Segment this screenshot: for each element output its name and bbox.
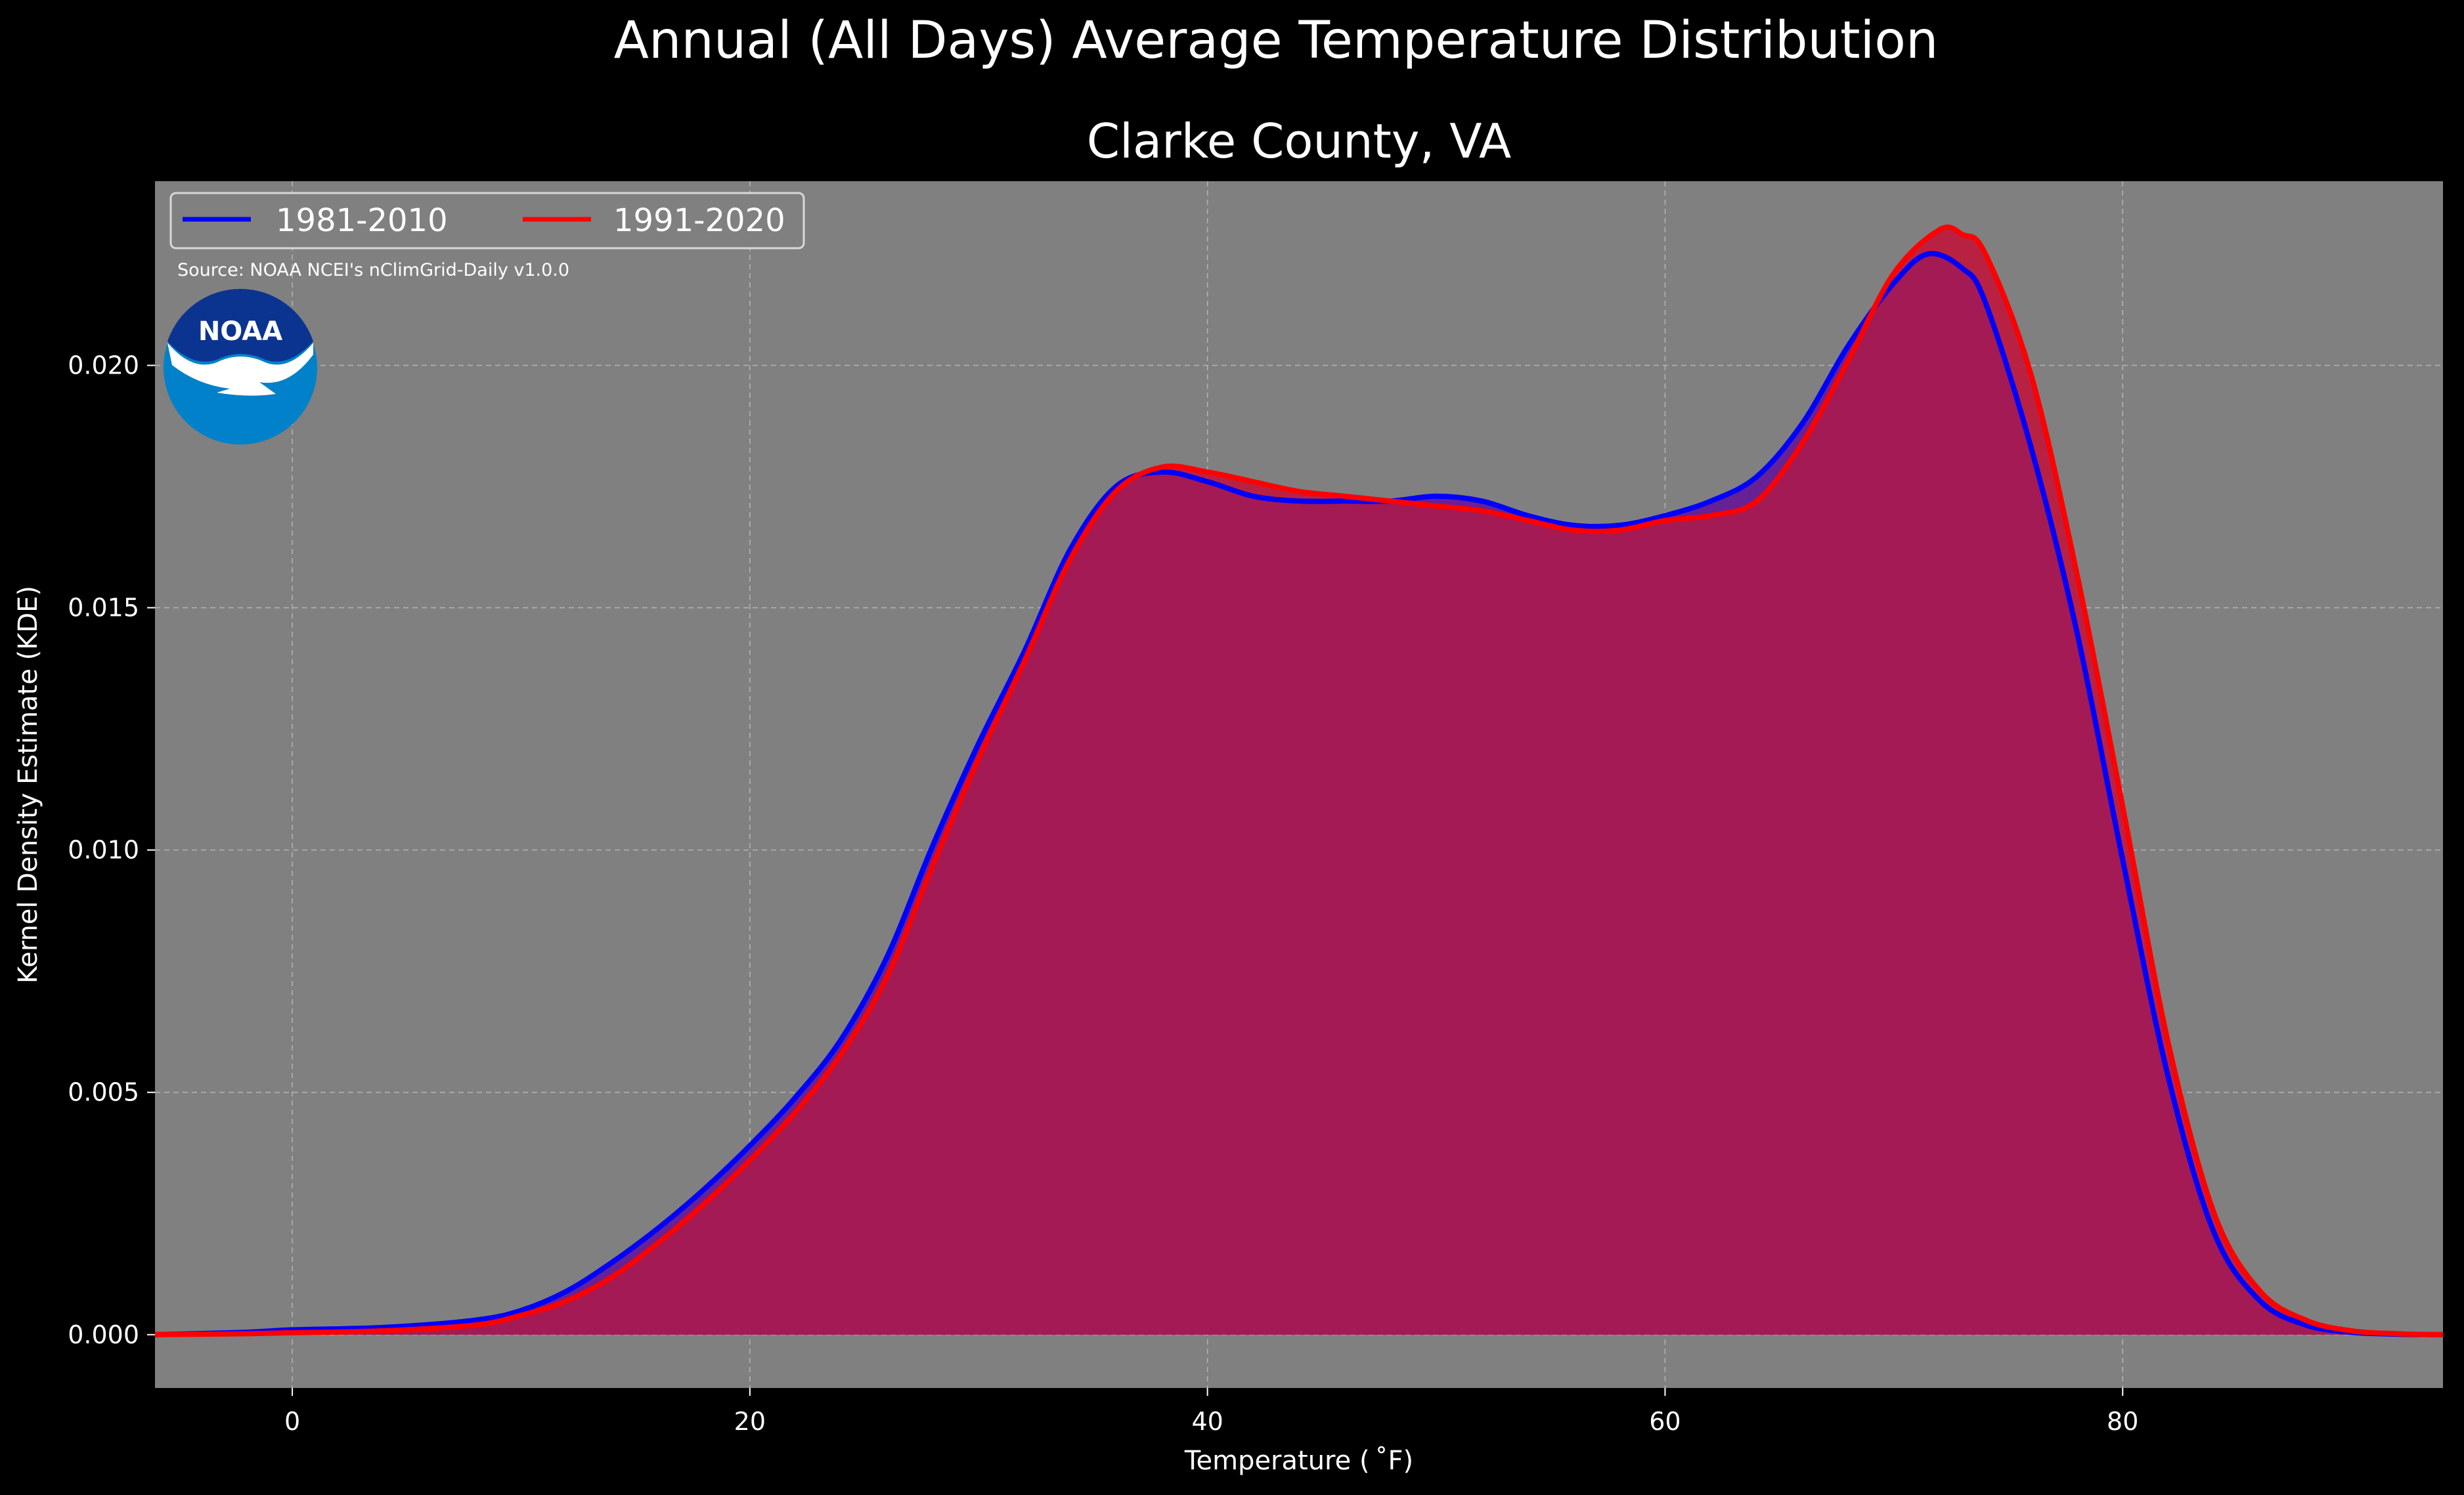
y-axis-ticks: 0.000 0.005 0.010 0.015 0.020 [68, 351, 155, 1349]
svg-text:NOAA: NOAA [198, 316, 282, 347]
y-tick-label: 0.015 [68, 594, 139, 622]
x-axis-ticks: 0 20 40 60 80 [284, 1388, 2138, 1436]
legend-box [169, 192, 805, 249]
x-tick-label: 20 [734, 1407, 766, 1436]
area-overlap-1991-2020 [155, 227, 2443, 1335]
line-1981-2010 [154, 251, 2444, 1337]
legend: 1981-2010 1991-2020 [169, 192, 805, 249]
x-tick-label: 0 [284, 1407, 300, 1436]
figure-title: Annual (All Days) Average Temperature Di… [614, 11, 1939, 70]
plot-area [154, 181, 2444, 1388]
x-tick-label: 40 [1191, 1407, 1223, 1436]
x-tick-label: 80 [2107, 1407, 2138, 1436]
chart-subtitle: Clarke County, VA [1087, 114, 1511, 169]
x-tick-label: 60 [1649, 1407, 1681, 1436]
y-tick-label: 0.000 [68, 1320, 139, 1349]
y-tick-label: 0.020 [68, 351, 139, 379]
source-note: Source: NOAA NCEI's nClimGrid-Daily v1.0… [177, 260, 569, 280]
y-axis-label: Kernel Density Estimate (KDE) [13, 586, 43, 984]
y-tick-label: 0.005 [68, 1078, 139, 1107]
noaa-logo: NOAA [164, 288, 317, 444]
legend-label-1981-2010: 1981-2010 [276, 202, 448, 239]
x-axis-label: Temperature ( ˚F) [1184, 1446, 1413, 1476]
density-lines [154, 224, 2444, 1337]
legend-label-1991-2020: 1991-2020 [613, 202, 785, 239]
y-tick-label: 0.010 [68, 836, 139, 865]
density-areas [155, 227, 2443, 1335]
line-1991-2020 [154, 224, 2444, 1337]
